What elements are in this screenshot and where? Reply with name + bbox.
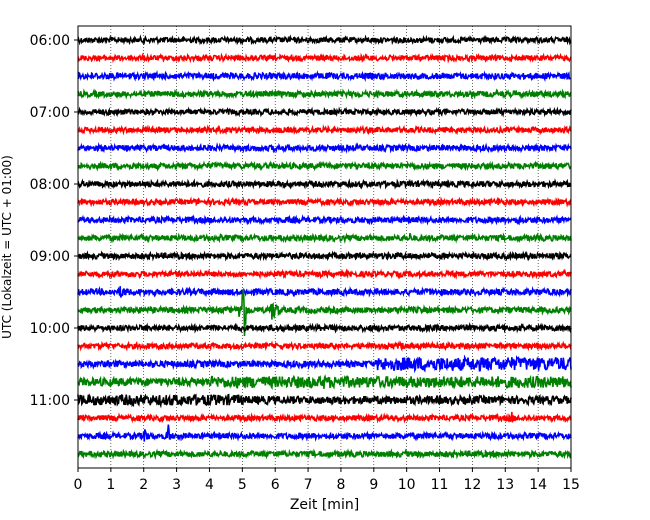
y-axis-title: UTC (Lokalzeit = UTC + 01:00)	[0, 155, 14, 339]
x-axis-ticks: 0 1 2 3 4 5 6 7 8 9 10 11 12 13 14 15	[74, 468, 580, 493]
trace-1130	[77, 424, 572, 442]
trace-1100	[77, 393, 572, 409]
trace-0745	[77, 160, 572, 172]
x-tick-label: 6	[271, 477, 280, 493]
trace-0615	[77, 52, 572, 64]
y-tick-label: 07:00	[30, 105, 70, 121]
y-tick-label: 10:00	[30, 321, 70, 337]
trace-0645	[77, 88, 572, 100]
trace-0630	[77, 69, 572, 83]
x-tick-label: 9	[369, 477, 378, 493]
trace-0715	[77, 124, 572, 136]
trace-0845	[77, 232, 572, 244]
trace-0800	[77, 178, 572, 190]
x-tick-label: 1	[106, 477, 115, 493]
x-tick-label: 0	[74, 477, 83, 493]
x-tick-label: 8	[336, 477, 345, 493]
y-axis-ticks: 06:00 07:00 08:00 09:00 10:00 11:00	[30, 33, 78, 409]
trace-0600	[77, 34, 572, 46]
trace-0830	[77, 214, 572, 226]
trace-0930	[77, 285, 572, 298]
y-tick-label: 09:00	[30, 249, 70, 265]
trace-1115	[77, 411, 572, 424]
x-tick-label: 10	[398, 477, 416, 493]
trace-1000	[77, 321, 572, 334]
x-tick-label: 15	[562, 477, 580, 493]
x-tick-label: 2	[139, 477, 148, 493]
trace-0915	[77, 268, 572, 280]
y-tick-label: 06:00	[30, 33, 70, 49]
trace-0815	[77, 196, 572, 208]
trace-0900	[77, 250, 572, 262]
x-tick-label: 4	[205, 477, 214, 493]
x-tick-label: 12	[463, 477, 481, 493]
trace-0945	[77, 288, 572, 337]
y-tick-label: 11:00	[30, 393, 70, 409]
x-tick-label: 13	[496, 477, 514, 493]
trace-1030	[77, 354, 572, 374]
trace-1145	[77, 448, 572, 461]
y-tick-label: 08:00	[30, 177, 70, 193]
x-tick-label: 5	[238, 477, 247, 493]
x-tick-label: 14	[529, 477, 547, 493]
trace-1045	[77, 374, 572, 391]
x-tick-label: 7	[304, 477, 313, 493]
x-axis-title: Zeit [min]	[290, 497, 359, 513]
trace-0730	[77, 142, 572, 154]
plot-frame	[77, 25, 572, 469]
seismic-traces	[77, 34, 572, 461]
trace-0700	[77, 106, 572, 118]
x-tick-label: 3	[172, 477, 181, 493]
x-tick-label: 11	[431, 477, 449, 493]
trace-1015	[77, 340, 572, 352]
